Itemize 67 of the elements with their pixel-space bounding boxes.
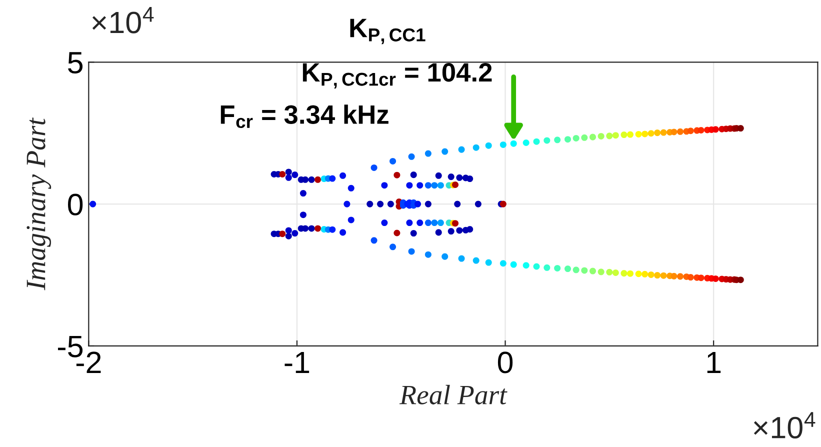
point	[340, 229, 346, 236]
point	[437, 182, 444, 189]
point	[292, 172, 298, 178]
x-tick-label: -1	[284, 352, 310, 373]
point	[308, 176, 315, 183]
point	[452, 181, 459, 188]
point	[314, 176, 322, 183]
point	[279, 230, 286, 238]
point	[474, 200, 482, 208]
y-axis-title: Imaginary Part	[26, 117, 52, 290]
x-axis-title: Real Part	[399, 384, 508, 404]
point	[416, 182, 424, 189]
point	[314, 225, 322, 232]
point	[437, 220, 444, 226]
point	[410, 230, 417, 237]
point	[424, 200, 432, 208]
point	[285, 174, 292, 181]
annotation: K$_{P,CC1cr}$ = 104.2	[302, 63, 492, 89]
point	[466, 176, 474, 182]
point	[285, 227, 292, 234]
point	[279, 170, 286, 178]
point	[466, 226, 474, 233]
point	[308, 225, 315, 232]
point	[302, 225, 309, 232]
point	[394, 230, 400, 236]
point	[329, 175, 336, 182]
point	[387, 200, 394, 208]
annotation: F$_{cr}$ = 3.34 kHz	[220, 104, 388, 128]
point	[90, 200, 96, 208]
point	[348, 216, 354, 224]
chart-title: K$_{P,CC1}$	[350, 18, 426, 44]
point	[285, 168, 292, 176]
point	[348, 184, 354, 192]
point	[340, 172, 346, 179]
point	[329, 226, 336, 233]
point	[452, 220, 459, 227]
point	[414, 200, 422, 208]
text: ×10$^{4}$	[754, 412, 816, 438]
point	[416, 220, 424, 226]
point	[344, 200, 350, 208]
x-tick-label: 1	[707, 352, 721, 373]
point	[300, 190, 306, 197]
point	[456, 174, 463, 181]
point	[406, 182, 413, 189]
point	[435, 229, 442, 236]
point	[448, 228, 454, 235]
y-tick-label: 0	[68, 194, 83, 216]
point	[456, 227, 463, 234]
point	[381, 220, 388, 226]
point	[394, 172, 400, 178]
text: ×10$^{4}$	[92, 7, 154, 34]
point	[435, 172, 442, 179]
point	[300, 212, 306, 218]
point	[431, 182, 438, 189]
point	[302, 176, 309, 183]
point	[454, 200, 461, 208]
point	[381, 182, 388, 189]
point	[448, 174, 454, 180]
y-tick-label: 5	[68, 52, 83, 74]
point	[366, 200, 374, 208]
point	[406, 220, 413, 226]
point	[285, 232, 292, 240]
x-tick-label: 0	[498, 352, 513, 374]
point	[431, 220, 438, 226]
point	[377, 200, 384, 208]
point	[410, 172, 417, 178]
point	[292, 230, 298, 237]
